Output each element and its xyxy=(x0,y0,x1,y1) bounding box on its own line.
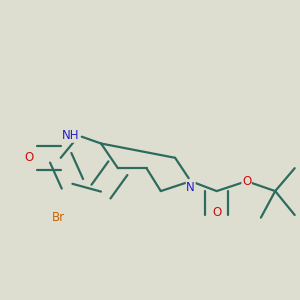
Text: O: O xyxy=(24,151,33,164)
Text: O: O xyxy=(212,206,221,219)
Text: Br: Br xyxy=(52,211,65,224)
Text: NH: NH xyxy=(61,129,79,142)
Text: O: O xyxy=(242,175,251,188)
Text: N: N xyxy=(186,181,195,194)
